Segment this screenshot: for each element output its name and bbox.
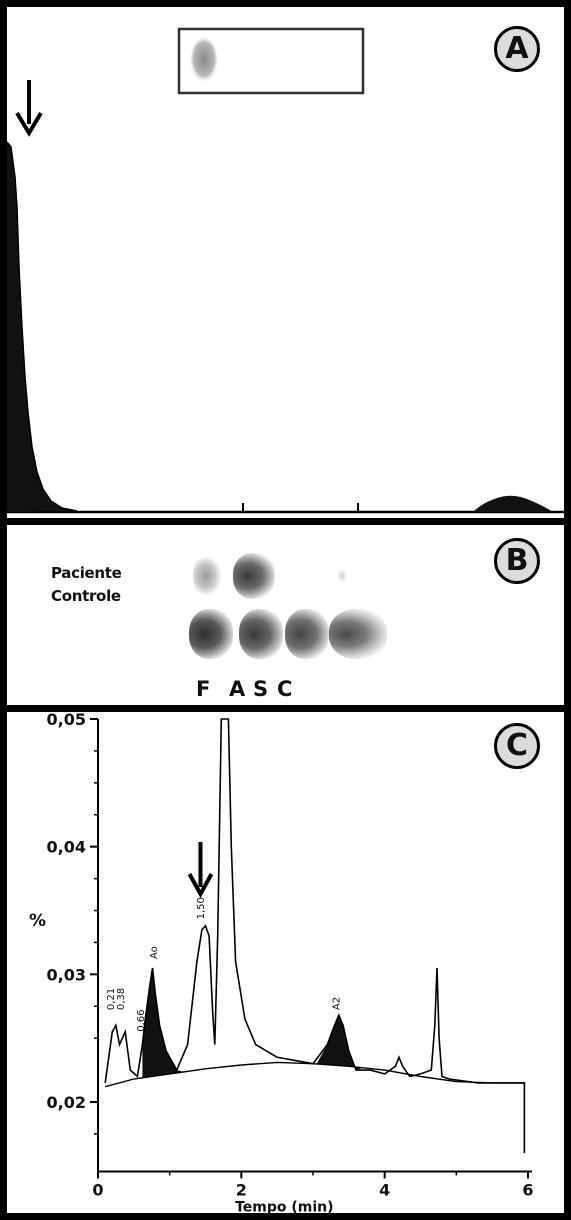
panel-a-badge: A [494, 26, 540, 72]
panel-b: Paciente Controle F A S C B [7, 525, 564, 705]
row-label-controle: Controle [51, 587, 121, 605]
panel-c-arrow-head-icon [187, 873, 214, 899]
peak-label: 0,66 [136, 1010, 147, 1032]
peak-label: 0,21 [106, 988, 117, 1010]
y-tick-label: 0,04 [47, 838, 86, 857]
chromatogram-trace [104, 718, 526, 1154]
y-tick-label: 0,02 [47, 1093, 86, 1112]
panel-a-peak [7, 142, 77, 512]
gel-band-controle-f [189, 609, 233, 659]
panel-c-badge: C [494, 723, 540, 769]
panel-c-chromatogram: 0,02 0,03 0,04 0,05 0 2 4 6% Tempo (min) 0,21 0,38… [29, 712, 534, 1213]
panel-a-gel-band [189, 35, 219, 83]
x-tick-label: 0 [92, 1180, 103, 1199]
gel-band-paciente-faint [337, 569, 347, 583]
panel-a-peak-outline [7, 141, 78, 512]
peak-label: Ao [149, 946, 160, 959]
gel-band-controle-a [239, 609, 283, 659]
chromatogram-baseline [105, 1061, 525, 1088]
y-tick-label: 0,03 [47, 965, 86, 984]
lane-label-a: A [229, 677, 246, 701]
divider [0, 518, 571, 525]
panel-a-small-peak [473, 495, 553, 512]
gel-band-paciente-a [233, 553, 275, 599]
lane-label-c: C [277, 677, 293, 701]
divider [0, 705, 571, 712]
panel-a-electropherogram [7, 27, 564, 514]
y-axis-label: % [29, 911, 46, 931]
peak-label: 1,50 [196, 897, 207, 919]
row-label-paciente: Paciente [51, 564, 122, 582]
x-tick-label: 2 [236, 1180, 247, 1199]
peak-label: A2 [332, 997, 343, 1010]
gel-band-controle-s [285, 609, 329, 659]
x-tick-label: 4 [379, 1180, 390, 1199]
panel-a-arrow-icon [15, 80, 43, 137]
lane-label-f: F [196, 677, 211, 701]
peak-ao-fill [142, 968, 184, 1078]
gel-band-paciente-f [193, 557, 221, 595]
peak-a2-fill [316, 1015, 364, 1071]
panel-c: 0,02 0,03 0,04 0,05 0 2 4 6% Tempo (min) 0,21 0,38… [7, 712, 564, 1213]
x-axis-label: Tempo (min) [235, 1199, 333, 1213]
top-clip [99, 712, 399, 718]
lane-label-s: S [253, 677, 269, 701]
panel-b-badge: B [494, 538, 540, 584]
panel-a: A [7, 7, 564, 518]
y-tick-label: 0,05 [47, 712, 86, 729]
x-tick-label: 6 [522, 1180, 533, 1199]
peak-label: 0,38 [116, 988, 127, 1010]
gel-band-controle-c [329, 609, 387, 659]
